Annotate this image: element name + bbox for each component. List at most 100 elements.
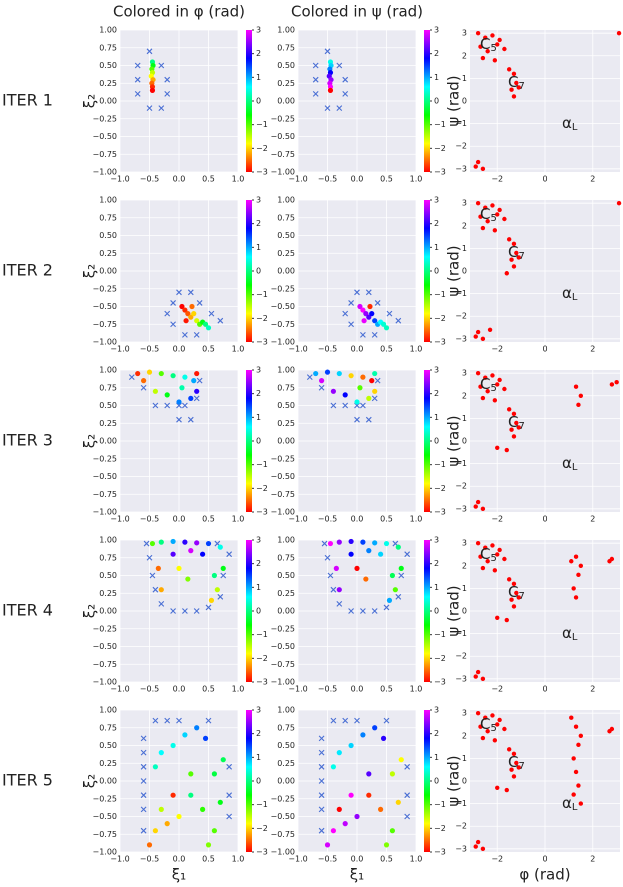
point <box>176 565 182 572</box>
x-tick-label: 2 <box>590 345 595 354</box>
point <box>336 750 342 756</box>
point <box>487 327 493 332</box>
colorbar-tick-label: 2 <box>256 49 261 58</box>
y-tick-label: −1.00 <box>270 678 295 687</box>
y-axis-label: ξ₂ <box>81 434 99 448</box>
center-marker <box>312 62 319 69</box>
y-tick-label: 1.00 <box>99 26 117 35</box>
point <box>504 271 509 276</box>
point <box>506 407 512 412</box>
colorbar-tick-label: −3 <box>434 848 446 857</box>
x-tick-label: −0.5 <box>318 175 337 184</box>
point <box>495 382 500 387</box>
center-marker <box>196 300 203 306</box>
point <box>170 742 176 749</box>
colorbar-tick-label: 0 <box>434 607 439 616</box>
x-tick-label: −0.5 <box>140 345 159 354</box>
point <box>483 375 488 380</box>
colorbar <box>424 370 430 512</box>
center-marker <box>217 317 224 324</box>
y-tick-label: 0.50 <box>99 401 117 410</box>
center-marker <box>170 321 176 328</box>
point <box>475 499 481 505</box>
center-marker <box>404 763 411 770</box>
y-tick-label: −0.75 <box>270 830 295 839</box>
center-marker <box>348 608 354 614</box>
point <box>514 420 519 426</box>
point <box>366 771 372 777</box>
point <box>170 551 176 557</box>
center-marker <box>208 310 215 317</box>
center-marker <box>170 300 176 306</box>
point <box>514 760 519 766</box>
colorbar-tick-label: 2 <box>434 559 439 568</box>
point <box>324 842 331 848</box>
x-tick-label: −1.0 <box>110 175 129 184</box>
y-tick-label: 0.50 <box>277 401 295 410</box>
point <box>194 370 200 377</box>
x-tick-label: 0.0 <box>351 345 364 354</box>
colorbar <box>246 30 252 172</box>
point <box>200 806 206 813</box>
y-tick-label: 1.00 <box>277 366 295 375</box>
point <box>480 735 486 741</box>
point <box>146 369 153 375</box>
y-tick-label: 0 <box>462 97 467 106</box>
colorbar-tick-label: −3 <box>256 508 268 517</box>
point <box>478 724 483 729</box>
point <box>372 388 378 394</box>
center-marker <box>140 735 147 742</box>
y-tick-label: 0.75 <box>99 723 117 732</box>
center-marker <box>342 91 349 97</box>
annotation-sub: 7 <box>518 591 524 602</box>
colorbar <box>246 710 252 852</box>
y-tick-label: 3 <box>462 29 467 38</box>
center-marker <box>318 827 325 834</box>
row-label: ITER 5 <box>2 771 53 790</box>
y-axis-label: ξ₂ <box>81 94 99 108</box>
point <box>475 669 481 675</box>
center-marker <box>134 76 141 83</box>
y-tick-label: −0.75 <box>270 490 295 499</box>
y-tick-label: 3 <box>462 539 467 548</box>
y-tick-label: 1 <box>462 584 467 593</box>
row-label: ITER 3 <box>2 431 53 450</box>
x-tick-label: 1.0 <box>410 515 423 524</box>
annotation-sub: L <box>572 462 578 473</box>
center-marker <box>164 310 171 317</box>
point <box>578 393 584 398</box>
x-tick-label: 0.0 <box>173 855 186 864</box>
y-tick-label: 0.75 <box>277 213 295 222</box>
point <box>152 388 158 394</box>
point <box>360 732 366 738</box>
x-tick-label: 0.5 <box>380 345 393 354</box>
x-tick-label: −0.5 <box>140 855 159 864</box>
point <box>330 764 336 770</box>
point <box>480 225 486 231</box>
annotation: C7 <box>508 583 525 603</box>
y-axis-label: ψ (rad) <box>445 585 463 636</box>
y-tick-label: 0 <box>462 267 467 276</box>
y-tick-label: 2 <box>462 561 467 570</box>
point <box>495 212 500 217</box>
center-marker <box>134 62 141 69</box>
point <box>372 725 378 731</box>
point <box>183 318 189 324</box>
point <box>571 756 576 761</box>
point <box>164 821 170 827</box>
point <box>504 787 509 793</box>
center-marker <box>371 395 378 402</box>
colorbar-tick-label: −3 <box>434 168 446 177</box>
point <box>336 539 342 545</box>
colorbar-tick-label: −1 <box>434 460 446 469</box>
point <box>194 388 200 394</box>
point <box>506 237 512 242</box>
point <box>576 572 581 578</box>
y-tick-label: 1.00 <box>277 536 295 545</box>
x-tick-label: −1.0 <box>110 345 129 354</box>
center-marker <box>324 105 331 111</box>
point <box>220 757 226 763</box>
x-tick-label: 0.0 <box>173 685 186 694</box>
point <box>188 314 194 320</box>
center-marker <box>318 806 325 813</box>
